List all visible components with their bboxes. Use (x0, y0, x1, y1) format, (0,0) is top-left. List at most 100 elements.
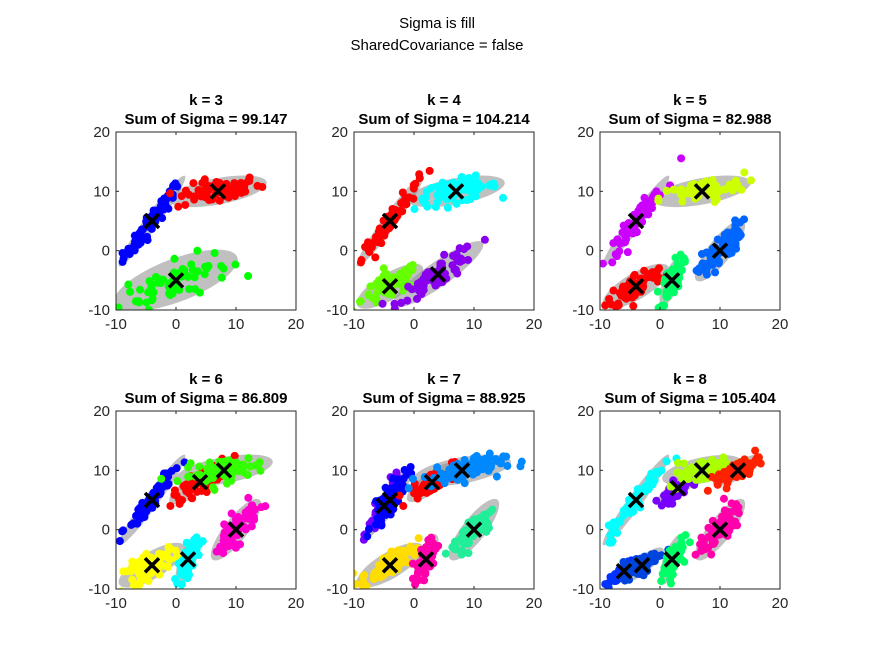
data-point (704, 543, 713, 552)
data-point (436, 259, 445, 268)
data-point (746, 176, 755, 185)
data-point (410, 205, 419, 214)
data-point (145, 307, 153, 310)
y-tick-label: 20 (577, 403, 594, 420)
data-point (414, 534, 423, 543)
data-point (751, 446, 760, 455)
data-point (354, 580, 360, 589)
data-point (448, 543, 457, 552)
data-point (685, 538, 694, 547)
data-point (418, 196, 427, 205)
data-point (181, 200, 190, 209)
y-tick-label: -10 (88, 581, 110, 598)
y-tick-label: 10 (331, 183, 348, 200)
centroid-marker (693, 183, 711, 200)
axes-box (115, 131, 297, 311)
data-point (677, 187, 686, 196)
data-point (704, 533, 713, 542)
data-point (740, 215, 749, 224)
data-point (178, 570, 187, 579)
data-point (161, 200, 170, 209)
subplot-subtitle: Sum of Sigma = 88.925 (363, 390, 526, 407)
data-point (461, 185, 470, 194)
centroid-marker (179, 551, 197, 568)
data-point (483, 509, 492, 518)
y-tick-label: 20 (93, 403, 110, 420)
data-point (453, 269, 462, 278)
y-tick-label: 20 (577, 124, 594, 141)
data-point (221, 536, 230, 545)
x-tick-label: 20 (288, 595, 305, 612)
y-tick-label: 0 (340, 243, 348, 260)
data-point (680, 255, 689, 264)
data-point (237, 514, 246, 523)
data-point (128, 589, 136, 597)
data-point (733, 181, 742, 190)
centroid-marker (417, 551, 435, 568)
data-point (173, 579, 182, 588)
data-point (649, 554, 658, 563)
data-point (231, 260, 240, 269)
subplot-title: k = 5 (673, 92, 707, 109)
data-point (680, 459, 689, 468)
data-point (244, 493, 253, 502)
data-point (653, 287, 662, 296)
data-point (161, 552, 170, 561)
data-point (194, 537, 203, 546)
subplot-subtitle: Sum of Sigma = 82.988 (609, 111, 772, 128)
centroid-marker (711, 521, 729, 538)
data-point (194, 551, 203, 560)
data-point (707, 550, 716, 559)
data-point (605, 538, 614, 547)
figure-subtitle: SharedCovariance = false (350, 37, 523, 54)
data-point (657, 577, 666, 586)
x-tick-label: 10 (712, 316, 729, 333)
axes-box (599, 131, 781, 311)
data-point (210, 249, 219, 258)
x-tick-label: 0 (410, 595, 418, 612)
data-point (366, 282, 375, 291)
data-point (364, 290, 373, 299)
data-point (609, 239, 618, 248)
subplot-k3: k = 3 Sum of Sigma = 99.147 -10 0 10 20 -10 0 10… (88, 92, 304, 333)
data-point (136, 227, 145, 236)
centroid-marker (209, 183, 227, 200)
data-point (725, 230, 734, 239)
data-point (467, 181, 476, 190)
x-tick-label: -10 (105, 595, 127, 612)
centroid-marker (423, 473, 441, 491)
data-point (416, 288, 425, 297)
data-point (615, 247, 624, 256)
data-point (155, 484, 164, 493)
data-point (229, 190, 238, 199)
data-point (478, 525, 487, 534)
x-tick-label: 20 (772, 316, 789, 333)
data-point (441, 549, 450, 558)
subplot-k8: k = 8 Sum of Sigma = 105.404 -10 0 10 20 -10 0 1… (572, 371, 788, 612)
data-point (719, 494, 728, 503)
y-tick-label: 0 (586, 522, 594, 539)
data-point (471, 171, 480, 180)
data-point (714, 259, 723, 268)
y-tick-label: 20 (331, 124, 348, 141)
data-point (395, 483, 404, 492)
data-point (197, 192, 206, 201)
data-point (369, 575, 378, 584)
data-point (673, 264, 682, 273)
data-point (662, 457, 671, 466)
centroid-marker (615, 562, 633, 580)
centroid-marker (627, 491, 645, 509)
data-point (217, 273, 226, 282)
data-point (625, 495, 634, 504)
data-point (460, 456, 469, 465)
data-point (633, 485, 642, 494)
data-point (744, 465, 753, 474)
centroid-marker (447, 183, 465, 200)
y-tick-label: 10 (93, 183, 110, 200)
data-point (185, 190, 194, 199)
data-point (370, 569, 379, 578)
data-point (484, 466, 493, 475)
data-point (173, 182, 182, 191)
data-point (159, 561, 168, 570)
centroid-marker (191, 473, 209, 491)
